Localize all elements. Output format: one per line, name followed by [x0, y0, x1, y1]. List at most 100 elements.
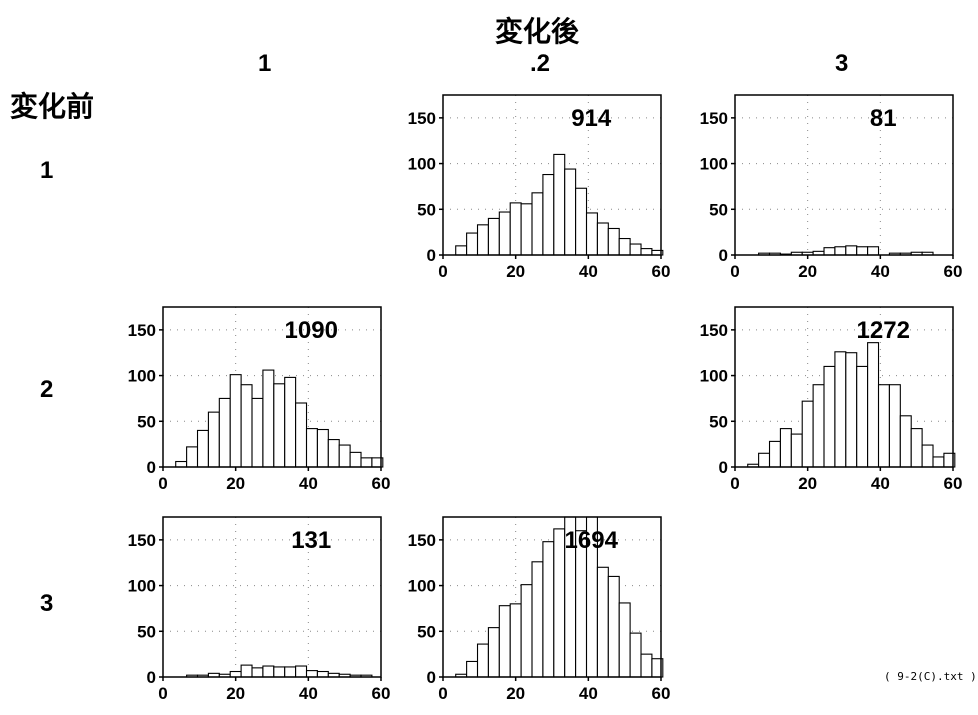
panel-count-label: 1090	[285, 317, 338, 344]
histogram-bar	[509, 603, 522, 678]
histogram-bar	[175, 460, 188, 468]
histogram-bar	[618, 602, 631, 678]
histogram-bar	[910, 428, 923, 468]
histogram-bar	[640, 653, 653, 678]
x-tick-label: 20	[226, 684, 245, 703]
x-tick-label: 60	[944, 262, 963, 281]
y-tick-label: 100	[700, 155, 728, 174]
x-tick-label: 20	[798, 262, 817, 281]
y-tick-label: 0	[427, 668, 436, 687]
histogram-bar	[520, 203, 533, 256]
x-tick-label: 0	[730, 262, 739, 281]
histogram-bar	[520, 584, 533, 678]
column-header-2: .2	[530, 50, 551, 77]
histogram-bar	[338, 444, 351, 468]
histogram-bar	[867, 342, 880, 468]
histogram-bar	[498, 211, 511, 256]
histogram-bar	[856, 246, 869, 256]
histogram-bar	[196, 429, 209, 468]
plot-frame	[734, 94, 954, 256]
histogram-bar	[596, 222, 609, 256]
x-tick-label: 40	[871, 474, 890, 493]
histogram-bar	[845, 245, 858, 256]
y-tick-label: 50	[709, 200, 728, 219]
histogram-bar	[487, 217, 500, 256]
x-tick-label: 40	[871, 262, 890, 281]
histogram-bar	[575, 187, 588, 256]
histogram-bar	[640, 248, 653, 256]
histogram-bar	[273, 383, 286, 468]
row-header-3: 3	[40, 590, 54, 617]
histogram-bar	[585, 212, 598, 256]
y-tick-label: 100	[408, 577, 436, 596]
plot-frame	[162, 516, 382, 678]
before-change-title: 変化前	[10, 90, 95, 123]
histogram-panel: 0 50 100 150 0 20 40 60 914	[408, 94, 670, 281]
histogram-bar	[360, 457, 373, 468]
histogram-bar	[487, 627, 500, 678]
x-tick-label: 60	[372, 684, 391, 703]
y-tick-label: 0	[427, 246, 436, 265]
after-change-title: 変化後	[495, 15, 580, 48]
x-tick-label: 0	[730, 474, 739, 493]
histogram-bar	[262, 369, 275, 468]
x-tick-label: 40	[579, 684, 598, 703]
histogram-bar	[476, 224, 489, 256]
y-tick-label: 150	[700, 109, 728, 128]
panel-count-label: 1272	[857, 317, 910, 344]
histogram-bar	[629, 632, 642, 678]
y-tick-label: 150	[700, 321, 728, 340]
histogram-bar	[877, 384, 890, 468]
x-tick-label: 0	[158, 474, 167, 493]
histogram-bar	[316, 428, 329, 468]
y-tick-label: 50	[417, 622, 436, 641]
histogram-bar	[856, 365, 869, 468]
y-tick-label: 100	[128, 577, 156, 596]
histogram-bar	[305, 428, 318, 468]
histogram-bar	[790, 433, 803, 468]
x-tick-label: 60	[652, 684, 671, 703]
histogram-bar	[812, 384, 825, 468]
row-header-1: 1	[40, 157, 54, 184]
histogram-panel: 0 50 100 150 0 20 40 60 131	[128, 516, 391, 703]
histogram-bar	[251, 397, 264, 468]
histogram-bar	[240, 384, 253, 468]
y-tick-label: 50	[417, 200, 436, 219]
x-tick-label: 40	[299, 474, 318, 493]
histogram-bar	[932, 456, 945, 468]
histogram-bar	[466, 660, 479, 678]
y-tick-label: 100	[128, 367, 156, 386]
histogram-bar	[553, 153, 566, 256]
histogram-bar	[295, 665, 308, 678]
panel-count-label: 914	[571, 105, 612, 132]
y-tick-label: 50	[137, 622, 156, 641]
histogram-bar	[295, 402, 308, 468]
histogram-bar	[768, 440, 781, 468]
histogram-bar	[531, 192, 544, 256]
histogram-panel: 0 50 100 150 0 20 40 60 1694	[408, 516, 671, 703]
histogram-bar	[186, 446, 199, 468]
histogram-bar	[218, 397, 231, 468]
histogram-bar	[542, 173, 555, 256]
x-tick-label: 60	[944, 474, 963, 493]
x-tick-label: 20	[506, 684, 525, 703]
column-header-3: 3	[835, 50, 849, 77]
histogram-bar	[845, 352, 858, 468]
histogram-panel: 0 50 100 150 0 20 40 60 81	[700, 94, 963, 281]
histogram-bar	[921, 444, 934, 468]
histogram-bar	[564, 168, 577, 256]
y-tick-label: 150	[408, 109, 436, 128]
histogram-bar	[596, 566, 609, 678]
y-tick-label: 0	[147, 458, 156, 477]
plot-frame	[734, 306, 954, 468]
histogram-bar	[834, 246, 847, 256]
histogram-bar	[498, 605, 511, 678]
histogram-bar	[349, 451, 362, 468]
histogram-bar	[284, 376, 297, 468]
histogram-panel: 0 50 100 150 0 20 40 60 1090	[128, 306, 390, 493]
histogram-bar	[240, 664, 253, 678]
histogram-bar	[867, 246, 880, 256]
y-tick-label: 150	[128, 531, 156, 550]
y-tick-label: 0	[719, 458, 728, 477]
